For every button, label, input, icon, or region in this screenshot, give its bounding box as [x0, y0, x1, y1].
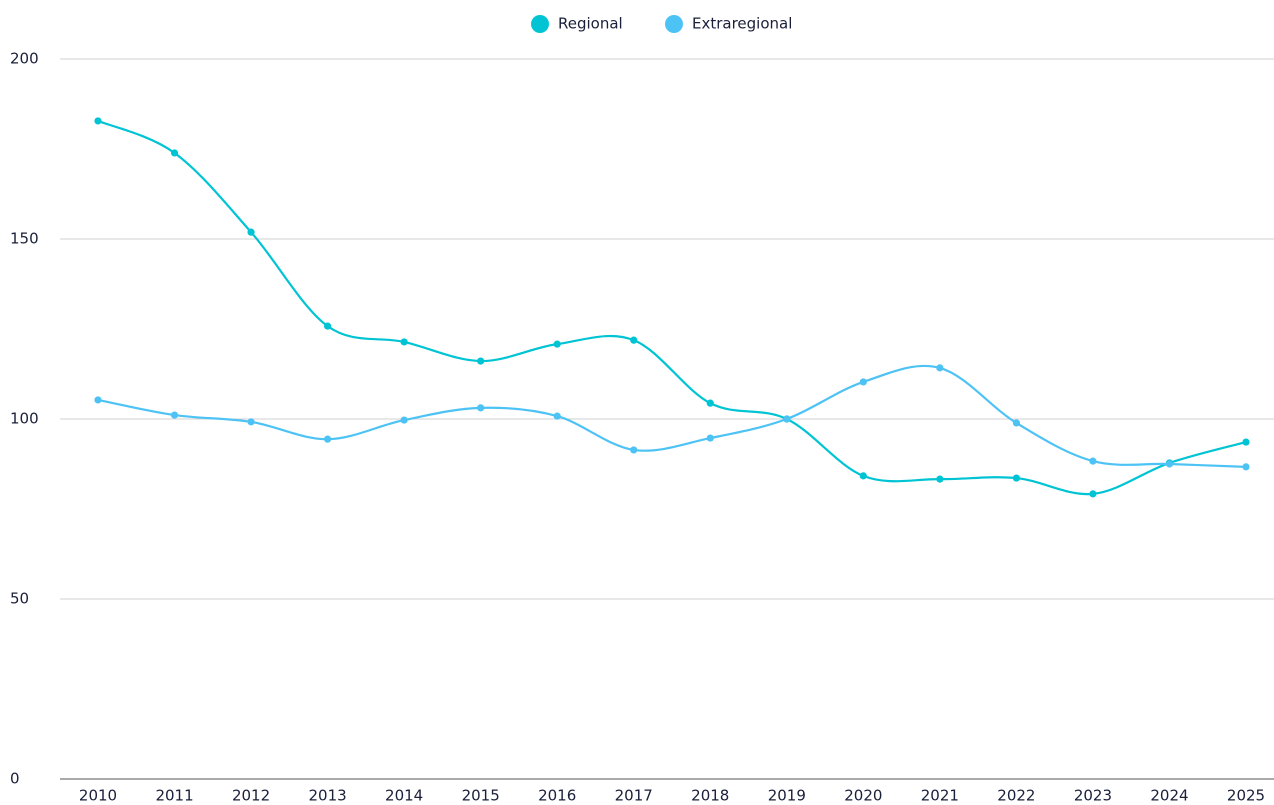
- data-point: [1242, 463, 1250, 471]
- y-tick-label: 100: [10, 410, 39, 428]
- data-point: [247, 228, 255, 236]
- data-point: [324, 322, 332, 330]
- data-point: [400, 338, 408, 346]
- data-point: [1089, 490, 1097, 498]
- x-tick-label: 2012: [232, 787, 270, 805]
- data-point: [477, 357, 485, 365]
- data-point: [1165, 460, 1174, 468]
- legend-swatch: [665, 15, 683, 33]
- data-point: [936, 475, 944, 483]
- x-tick-label: 2023: [1074, 787, 1112, 805]
- x-tick-label: 2021: [921, 787, 959, 805]
- x-tick-label: 2017: [615, 787, 653, 805]
- data-point: [553, 340, 561, 348]
- data-point: [94, 117, 102, 125]
- x-tick-label: 2025: [1227, 787, 1265, 805]
- x-tick-label: 2011: [155, 787, 193, 805]
- x-tick-label: 2020: [844, 787, 882, 805]
- data-point: [1012, 419, 1021, 427]
- data-point: [1089, 457, 1097, 465]
- data-point: [400, 416, 408, 424]
- x-tick-label: 2014: [385, 787, 423, 805]
- data-point: [1242, 438, 1250, 446]
- x-tick-label: 2018: [691, 787, 729, 805]
- data-point: [94, 396, 102, 404]
- data-point: [1012, 474, 1021, 482]
- x-tick-label: 2022: [997, 787, 1035, 805]
- data-point: [859, 378, 867, 386]
- data-point: [706, 434, 714, 442]
- data-point: [553, 412, 561, 420]
- data-point: [170, 411, 179, 419]
- y-tick-label: 0: [10, 770, 20, 788]
- data-point: [477, 404, 485, 412]
- x-tick-label: 2016: [538, 787, 576, 805]
- legend-label: Regional: [558, 15, 623, 33]
- x-tick-label: 2013: [309, 787, 347, 805]
- data-point: [324, 435, 332, 443]
- data-point: [630, 446, 638, 454]
- data-point: [706, 399, 714, 407]
- y-tick-label: 200: [10, 50, 39, 68]
- legend-swatch: [531, 15, 549, 33]
- legend-label: Extraregional: [692, 15, 792, 33]
- x-tick-label: 2019: [768, 787, 806, 805]
- data-point: [170, 149, 179, 157]
- series-line: [97, 119, 1247, 496]
- data-point: [783, 415, 791, 423]
- x-tick-label: 2015: [462, 787, 500, 805]
- data-point: [859, 472, 867, 480]
- y-tick-label: 150: [10, 230, 39, 248]
- x-tick-label: 2024: [1150, 787, 1188, 805]
- y-tick-label: 50: [10, 590, 29, 608]
- data-point: [247, 418, 255, 426]
- series-line: [97, 364, 1247, 468]
- data-point: [630, 336, 638, 344]
- x-tick-label: 2010: [79, 787, 117, 805]
- data-point: [936, 364, 944, 372]
